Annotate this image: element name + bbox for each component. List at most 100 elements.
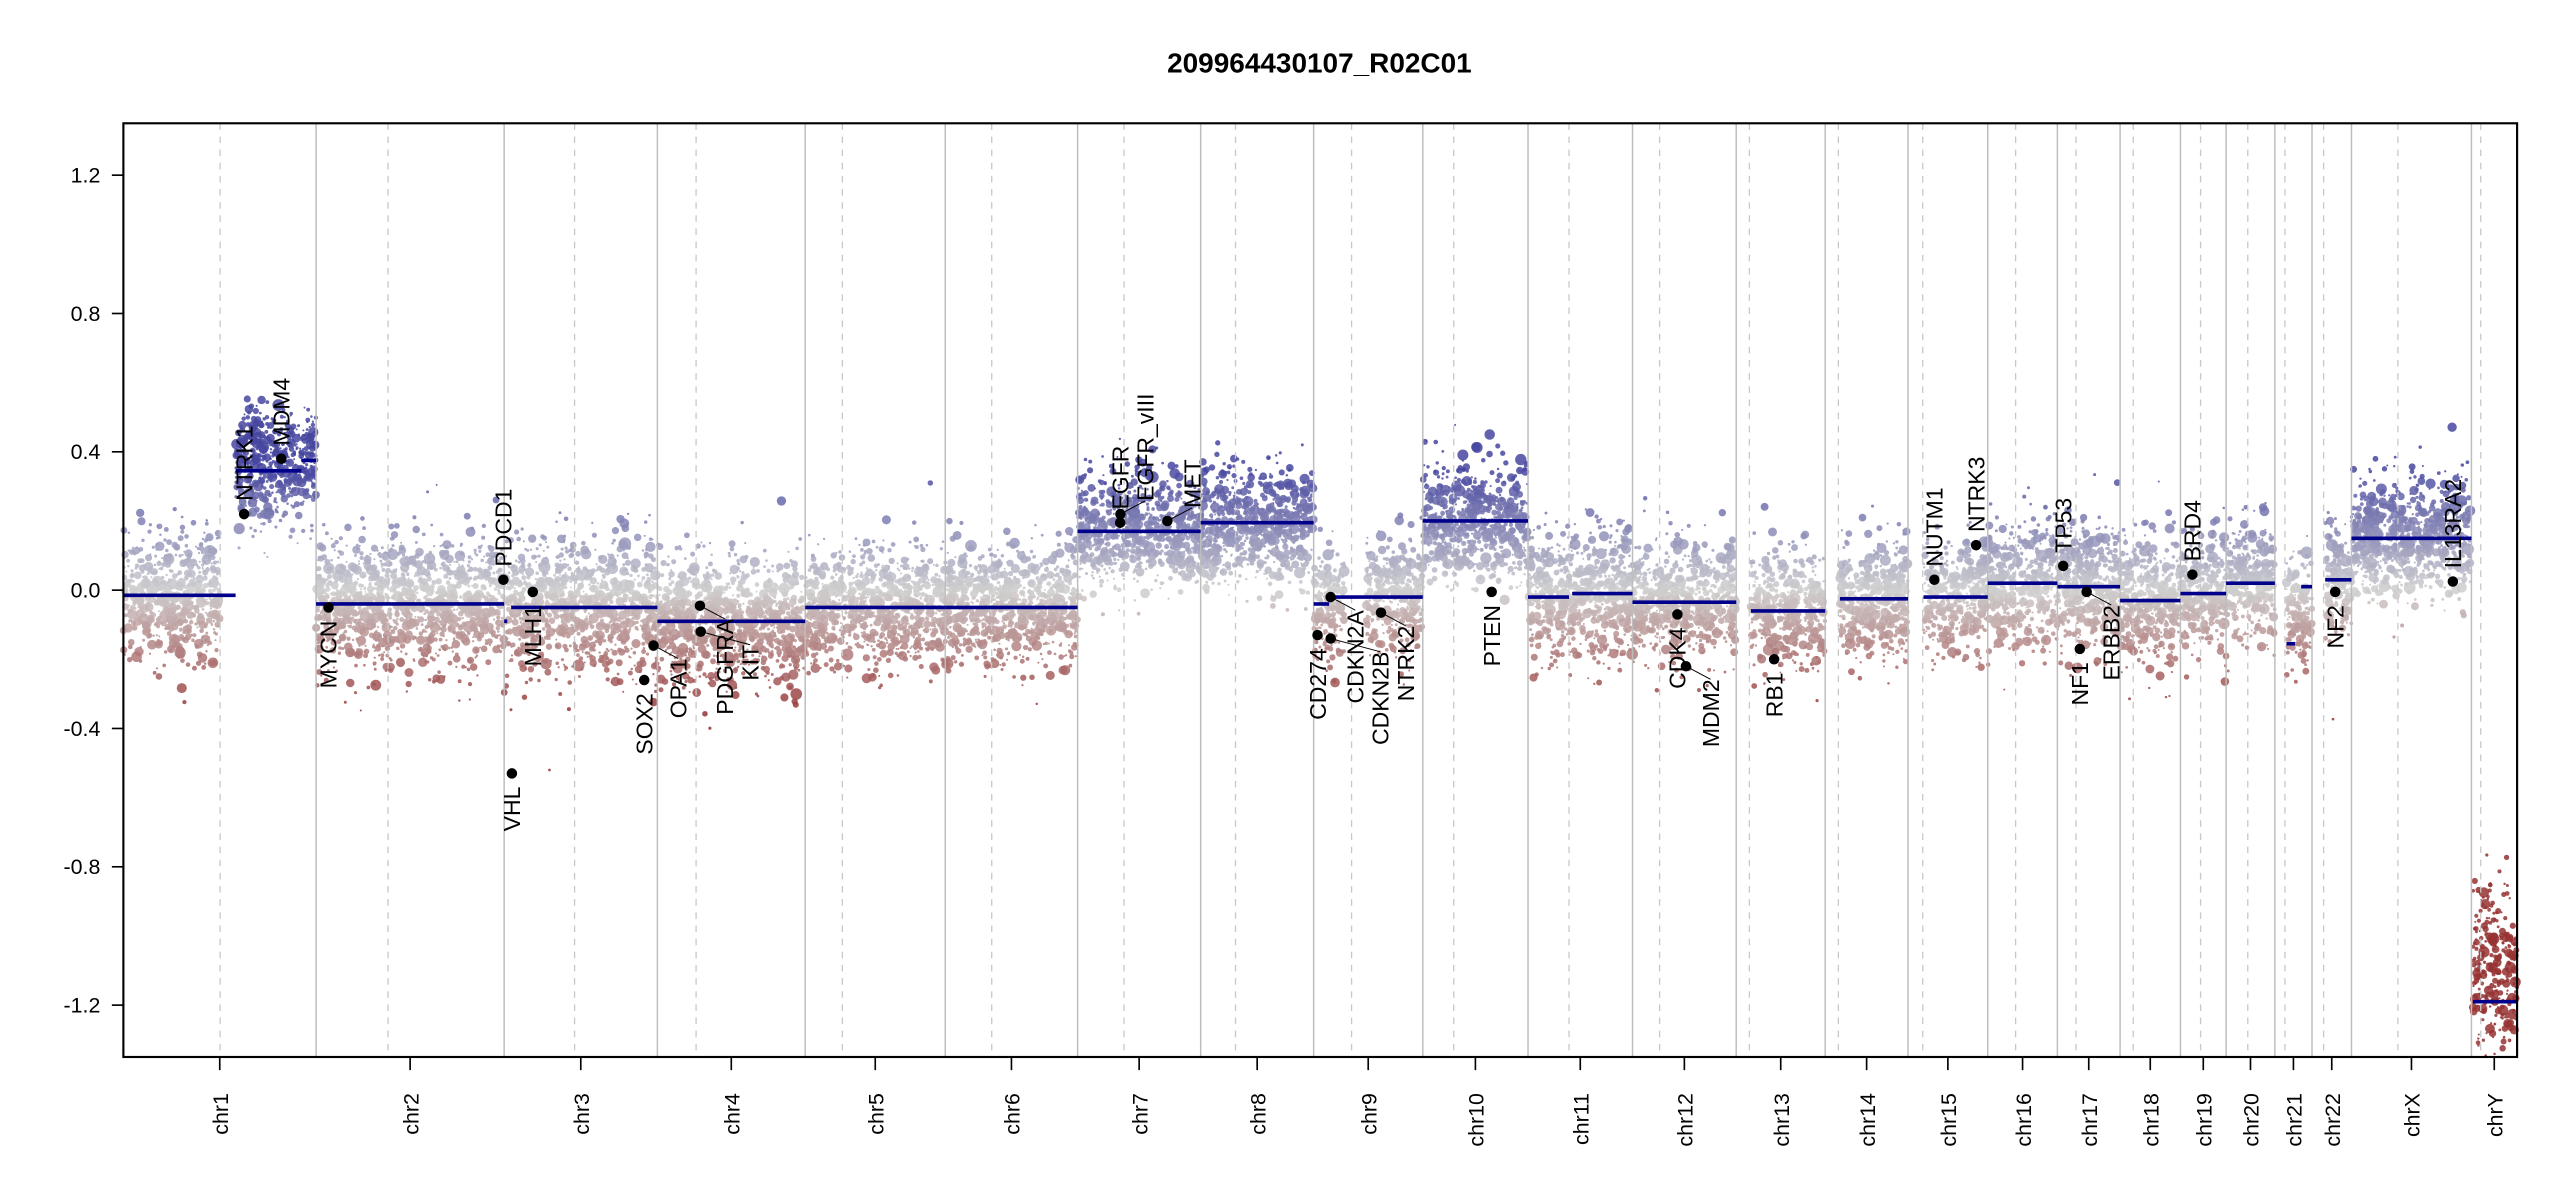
probe-point <box>705 653 709 657</box>
probe-point <box>194 545 198 548</box>
probe-point <box>327 574 333 580</box>
probe-point <box>823 662 829 668</box>
probe-point <box>588 600 592 604</box>
probe-point <box>771 570 774 573</box>
probe-point <box>626 523 629 526</box>
probe-point <box>267 519 272 524</box>
probe-point <box>790 605 794 608</box>
probe-point <box>799 595 805 601</box>
probe-point <box>392 537 395 541</box>
probe-point <box>496 644 501 649</box>
probe-point <box>382 623 386 627</box>
probe-point <box>146 584 158 596</box>
probe-point <box>564 666 569 670</box>
probe-point <box>559 609 562 612</box>
probe-point <box>380 596 383 599</box>
probe-point <box>817 543 820 546</box>
probe-point <box>148 523 152 527</box>
probe-point <box>562 663 565 666</box>
probe-point <box>153 570 158 575</box>
probe-point <box>527 665 535 673</box>
probe-point <box>845 591 848 594</box>
probe-point <box>557 578 560 581</box>
probe-point <box>138 546 144 552</box>
probe-point <box>662 614 667 619</box>
probe-point <box>179 629 183 632</box>
probe-point <box>178 554 182 558</box>
probe-point <box>569 586 572 589</box>
probe-point <box>472 612 476 615</box>
probe-point <box>914 575 918 578</box>
probe-point <box>198 570 202 574</box>
probe-point <box>737 562 741 566</box>
probe-point <box>593 593 596 596</box>
probe-point <box>269 484 275 490</box>
probe-point <box>421 559 425 564</box>
probe-point <box>306 474 312 480</box>
probe-point <box>627 670 633 676</box>
probe-point <box>548 768 551 772</box>
probe-point <box>364 644 367 647</box>
probe-point <box>373 606 377 611</box>
probe-point <box>624 559 632 566</box>
probe-point <box>453 560 456 563</box>
probe-point <box>248 483 254 489</box>
probe-point <box>165 584 168 587</box>
probe-point <box>179 559 187 568</box>
probe-point <box>370 622 377 629</box>
probe-point <box>427 555 431 559</box>
probe-point <box>790 581 795 586</box>
probe-point <box>301 478 307 484</box>
probe-point <box>276 479 283 486</box>
probe-point <box>867 643 870 647</box>
probe-point <box>692 626 695 629</box>
probe-point <box>745 588 750 593</box>
probe-point <box>279 483 287 491</box>
probe-point <box>860 547 864 552</box>
probe-point <box>835 658 840 663</box>
probe-point <box>127 644 133 650</box>
probe-point <box>311 451 314 455</box>
probe-point <box>274 525 278 529</box>
probe-point <box>359 569 362 572</box>
probe-point <box>620 638 627 645</box>
probe-point <box>388 561 393 566</box>
probe-point <box>186 575 189 578</box>
probe-point <box>404 555 409 560</box>
probe-point <box>156 561 162 567</box>
probe-point <box>344 523 352 532</box>
probe-point <box>576 587 581 592</box>
probe-point <box>202 575 208 581</box>
probe-point <box>324 531 329 536</box>
probe-point <box>838 628 842 632</box>
probe-point <box>744 554 749 559</box>
probe-point <box>749 637 755 643</box>
probe-point <box>537 678 541 683</box>
probe-point <box>605 656 610 661</box>
probe-point <box>240 425 243 428</box>
probe-point <box>431 657 436 662</box>
probe-point <box>259 530 263 533</box>
probe-point <box>153 582 157 586</box>
probe-point <box>443 647 447 652</box>
probe-point <box>388 667 394 673</box>
probe-point <box>261 495 265 499</box>
probe-point <box>670 606 680 617</box>
probe-point <box>686 635 691 640</box>
probe-point <box>388 616 392 620</box>
probe-point <box>417 599 420 602</box>
probe-point <box>782 597 788 602</box>
probe-point <box>458 580 463 585</box>
probe-point <box>862 584 866 587</box>
probe-point <box>787 550 790 553</box>
probe-point <box>151 545 155 549</box>
probe-point <box>754 582 760 587</box>
probe-point <box>400 590 407 597</box>
probe-point <box>630 667 633 671</box>
probe-point <box>477 608 483 614</box>
probe-point <box>424 561 428 565</box>
probe-point <box>169 585 174 590</box>
probe-point <box>641 549 645 552</box>
probe-point <box>759 600 764 604</box>
probe-point <box>915 629 919 633</box>
